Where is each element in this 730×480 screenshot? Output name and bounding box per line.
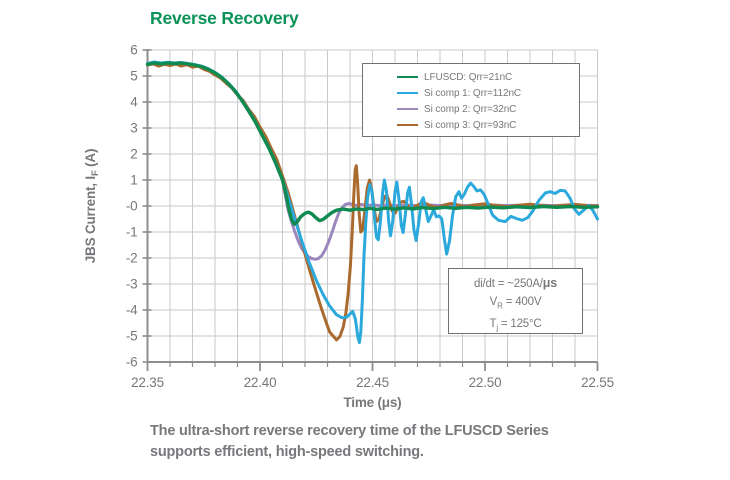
legend-swatch-icon [397,75,418,79]
y-tick-label: -2 [126,251,138,266]
y-axis-title: JBS Current, IF (A) [83,149,101,264]
figure-caption: The ultra-short reverse recovery time of… [150,421,650,463]
chart-legend: LFUSCD: Qrr=21nC Si comp 1: Qrr=112nC Si c… [362,63,580,137]
x-tick-label: 22.55 [581,375,614,390]
legend-label: Si comp 1: Qrr=112nC [424,87,522,99]
legend-swatch-icon [397,123,418,127]
x-tick-label: 22.40 [244,375,277,390]
y-tick-label: 1 [130,173,137,188]
x-tick-label: 22.45 [356,375,389,390]
y-tick-label: 3 [130,121,137,136]
legend-swatch-icon [397,107,418,111]
test-conditions-box: di/dt = ~250A/μs VR = 400V Tj = 125°C [448,268,583,334]
legend-item: LFUSCD: Qrr=21nC [397,69,579,85]
y-tick-label: 5 [130,69,137,84]
legend-label: Si comp 2: Qrr=32nC [424,103,517,115]
y-tick-label: -1 [126,225,138,240]
legend-label: LFUSCD: Qrr=21nC [424,71,513,83]
y-tick-label: -6 [126,355,138,370]
y-tick-label: -5 [126,329,138,344]
caption-line-1: The ultra-short reverse recovery time of… [150,423,549,439]
legend-swatch-icon [397,91,418,95]
annotation-tj: Tj = 125°C [489,318,542,333]
legend-item: Si comp 1: Qrr=112nC [397,85,579,101]
legend-item: Si comp 3: Qrr=93nC [397,117,579,133]
x-axis-title: Time (μs) [344,395,402,410]
legend-item: Si comp 2: Qrr=32nC [397,101,579,117]
legend-label: Si comp 3: Qrr=93nC [424,119,517,131]
annotation-didt: di/dt = ~250A/μs [473,276,557,290]
x-tick-label: 22.35 [131,375,164,390]
series-line-lfuscd [145,61,600,226]
y-tick-label: -4 [126,303,138,318]
y-tick-label: 2 [130,147,137,162]
caption-line-2: supports efficient, high-speed switching… [150,444,424,460]
y-tick-label: -3 [126,277,138,292]
x-tick-label: 22.50 [469,375,502,390]
chart-title: Reverse Recovery [150,8,299,28]
annotation-vr: VR = 400V [489,296,542,311]
y-tick-label: 4 [130,95,138,110]
y-tick-label: -0 [126,199,138,214]
y-tick-label: 6 [130,43,137,58]
